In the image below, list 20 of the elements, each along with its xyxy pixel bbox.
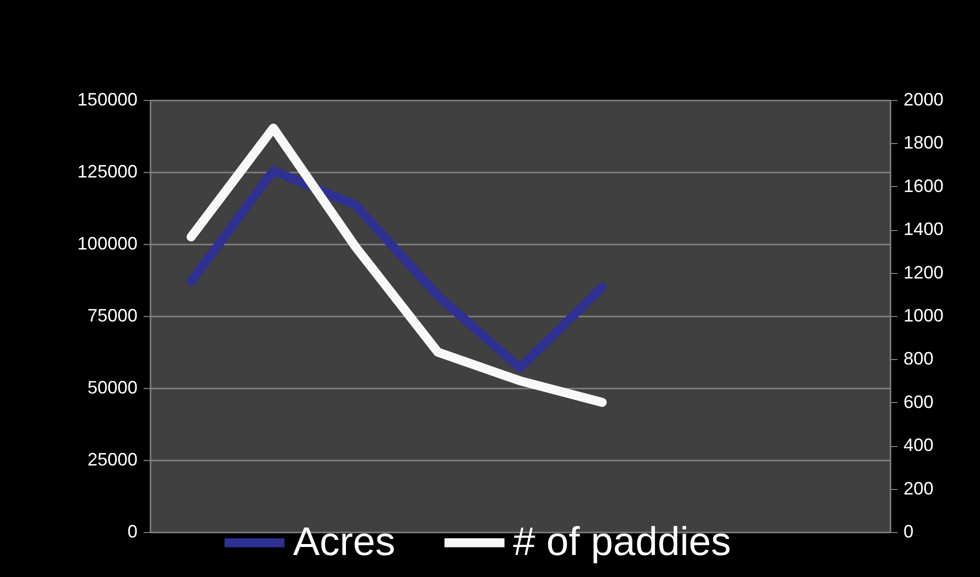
y-tick-label: 50000 bbox=[87, 378, 138, 398]
y-tick-label: 150000 bbox=[77, 90, 138, 110]
y2-tick-label: 0 bbox=[904, 522, 914, 542]
y-tick-label: 0 bbox=[127, 522, 138, 542]
legend-label: Acres bbox=[293, 520, 396, 564]
y-tick-label: 100000 bbox=[77, 234, 138, 254]
y2-tick-label: 2000 bbox=[904, 90, 944, 110]
y2-tick-label: 200 bbox=[904, 478, 934, 498]
legend-label: # of paddies bbox=[513, 520, 731, 564]
y2-tick-label: 1200 bbox=[904, 262, 944, 282]
y2-tick-label: 1400 bbox=[904, 219, 944, 240]
y2-tick-label: 1800 bbox=[904, 132, 944, 153]
y2-tick-label: 800 bbox=[904, 348, 934, 369]
y-tick-label: 125000 bbox=[77, 162, 138, 182]
y2-tick-label: 600 bbox=[904, 392, 934, 412]
y-tick-label: 25000 bbox=[87, 450, 138, 470]
y-tick-label: 75000 bbox=[87, 306, 138, 326]
y2-tick-label: 1600 bbox=[904, 176, 944, 196]
y2-tick-label: 400 bbox=[904, 435, 934, 456]
y2-tick-label: 1000 bbox=[904, 306, 944, 326]
